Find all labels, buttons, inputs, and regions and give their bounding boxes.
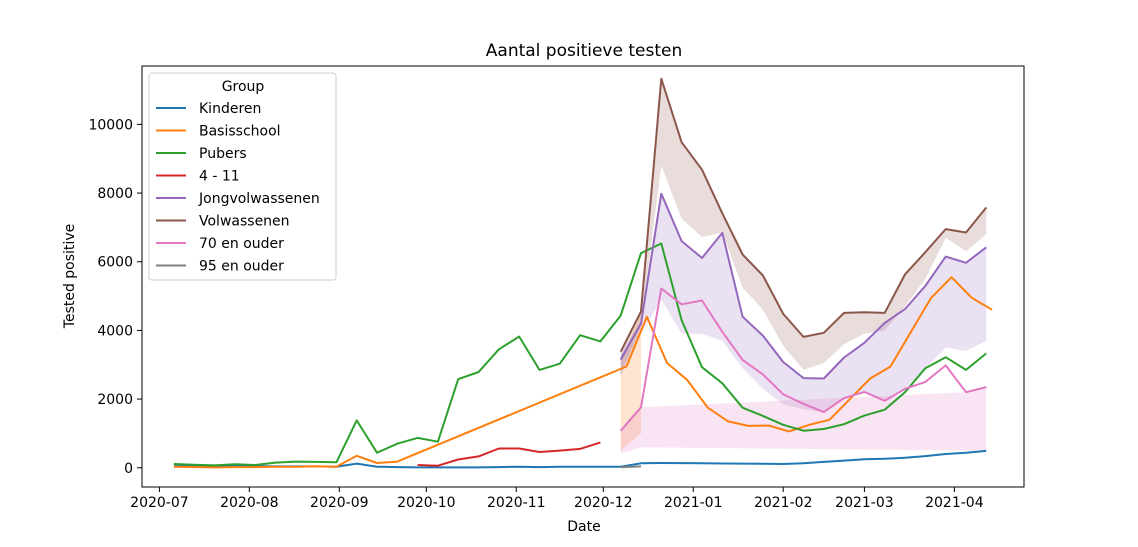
x-tick-label: 2021-01 — [664, 495, 723, 511]
y-axis-label: Tested positive — [62, 224, 78, 329]
legend-label: Jongvolwassenen — [198, 191, 320, 207]
x-tick-label: 2020-10 — [397, 495, 456, 511]
x-tick-label: 2021-04 — [925, 495, 984, 511]
legend-label: Pubers — [199, 146, 247, 162]
legend-title: Group — [222, 79, 265, 95]
series-line — [417, 441, 601, 467]
legend-label: Basisschool — [199, 124, 281, 140]
confidence-band — [620, 313, 641, 451]
series-line — [620, 465, 642, 469]
x-tick-label: 2021-02 — [754, 495, 813, 511]
legend-box — [148, 72, 337, 281]
legend-label: 4 - 11 — [199, 169, 240, 185]
y-tick-label: 0 — [124, 461, 133, 477]
x-tick-label: 2020-11 — [487, 495, 546, 511]
series-line — [173, 276, 993, 469]
x-tick-label: 2020-12 — [574, 495, 633, 511]
series-line — [173, 242, 987, 467]
x-tick-label: 2020-08 — [220, 495, 279, 511]
chart-title: Aantal positieve testen — [486, 41, 682, 61]
x-tick-label: 2021-03 — [835, 495, 894, 511]
confidence-band — [620, 387, 987, 454]
y-tick-label: 8000 — [97, 186, 133, 202]
y-axis: 0 2000 4000 6000 8000 10000 — [88, 117, 142, 477]
legend-label: 95 en ouder — [199, 259, 284, 275]
y-tick-label: 2000 — [97, 392, 133, 408]
legend-label: Kinderen — [199, 101, 261, 117]
confidence-band — [620, 78, 987, 376]
series-lines — [173, 77, 993, 469]
legend-label: Volwassenen — [199, 214, 290, 230]
legend: Group Kinderen Basisschool Pubers 4 - 11 Jon… — [148, 72, 337, 281]
series-line — [173, 449, 987, 469]
y-tick-label: 6000 — [97, 255, 133, 271]
x-axis: 2020-07 2020-08 2020-09 2020-10 2020-11 2020-… — [130, 487, 984, 511]
x-axis-label: Date — [567, 519, 600, 535]
series-line — [619, 192, 987, 380]
x-tick-label: 2020-09 — [310, 495, 369, 511]
y-tick-label: 10000 — [88, 117, 133, 133]
legend-label: 70 en ouder — [199, 236, 284, 252]
x-tick-label: 2020-07 — [130, 495, 189, 511]
series-line — [619, 287, 987, 432]
plot-frame — [141, 65, 1025, 488]
y-tick-label: 4000 — [97, 323, 133, 339]
confidence-bands — [620, 78, 987, 454]
series-line — [619, 77, 988, 353]
